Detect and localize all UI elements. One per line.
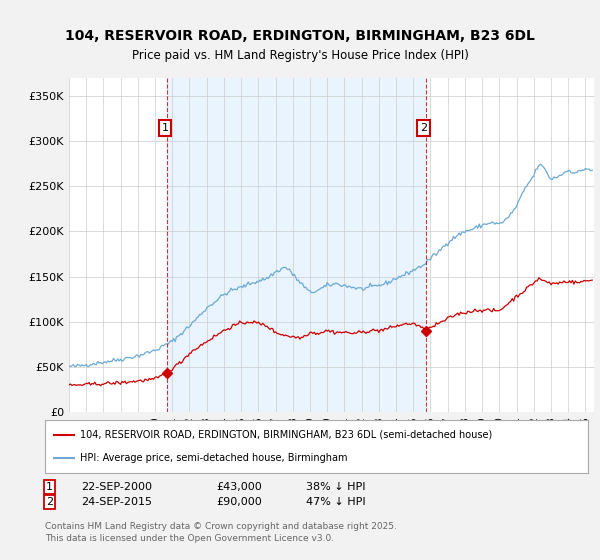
Text: 38% ↓ HPI: 38% ↓ HPI bbox=[306, 482, 365, 492]
Text: 22-SEP-2000: 22-SEP-2000 bbox=[81, 482, 152, 492]
Text: £43,000: £43,000 bbox=[216, 482, 262, 492]
Text: 104, RESERVOIR ROAD, ERDINGTON, BIRMINGHAM, B23 6DL: 104, RESERVOIR ROAD, ERDINGTON, BIRMINGH… bbox=[65, 29, 535, 44]
Text: 1: 1 bbox=[161, 123, 169, 133]
Text: 1: 1 bbox=[46, 482, 53, 492]
Bar bbox=[167, 78, 426, 412]
Text: 2: 2 bbox=[46, 497, 53, 507]
Text: Contains HM Land Registry data © Crown copyright and database right 2025.
This d: Contains HM Land Registry data © Crown c… bbox=[45, 522, 397, 543]
Text: Price paid vs. HM Land Registry's House Price Index (HPI): Price paid vs. HM Land Registry's House … bbox=[131, 49, 469, 63]
Text: £90,000: £90,000 bbox=[216, 497, 262, 507]
Text: 24-SEP-2015: 24-SEP-2015 bbox=[81, 497, 152, 507]
Text: 2: 2 bbox=[419, 123, 427, 133]
Text: 104, RESERVOIR ROAD, ERDINGTON, BIRMINGHAM, B23 6DL (semi-detached house): 104, RESERVOIR ROAD, ERDINGTON, BIRMINGH… bbox=[80, 430, 493, 440]
Text: HPI: Average price, semi-detached house, Birmingham: HPI: Average price, semi-detached house,… bbox=[80, 453, 348, 463]
Text: 47% ↓ HPI: 47% ↓ HPI bbox=[306, 497, 365, 507]
